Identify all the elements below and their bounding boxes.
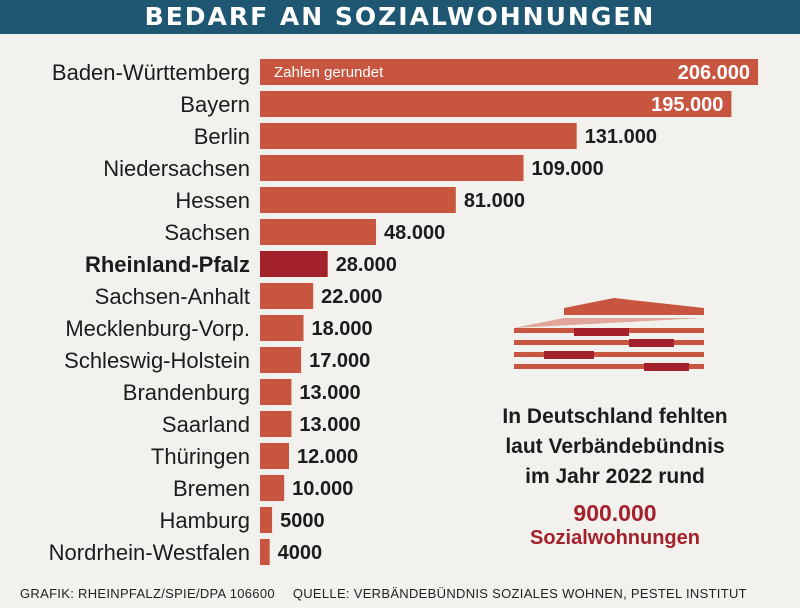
value-label: 195.000 <box>651 94 723 116</box>
category-label: Niedersachsen <box>103 156 250 181</box>
value-label: 22.000 <box>321 286 382 308</box>
value-label: 13.000 <box>299 382 360 404</box>
value-label: 12.000 <box>297 446 358 468</box>
bar <box>260 155 524 181</box>
category-label: Thüringen <box>151 444 250 469</box>
value-label: 13.000 <box>299 414 360 436</box>
footer: GRAFIK: RHEINPFALZ/SPIE/DPA 106600 QUELL… <box>20 586 790 601</box>
bar <box>260 475 285 501</box>
value-label: 131.000 <box>585 126 657 148</box>
value-label: 17.000 <box>309 350 370 372</box>
info-unit: Sozialwohnungen <box>530 527 700 549</box>
value-label: 4000 <box>278 542 323 564</box>
chart-title: BEDARF AN SOZIALWOHNUNGEN <box>0 0 800 34</box>
bar <box>260 187 456 213</box>
bar <box>260 91 732 117</box>
bar <box>260 507 273 533</box>
value-label: 18.000 <box>312 318 373 340</box>
value-label: 48.000 <box>384 222 445 244</box>
category-label: Bayern <box>180 92 250 117</box>
footer-source: QUELLE: VERBÄNDEBÜNDNIS SOZIALES WOHNEN,… <box>292 586 747 601</box>
info-box: In Deutschland fehlten laut Verbändebünd… <box>480 402 750 550</box>
bar <box>260 59 758 85</box>
category-label: Sachsen-Anhalt <box>95 284 250 309</box>
bar <box>260 347 302 373</box>
category-label: Berlin <box>194 124 250 149</box>
category-label: Baden-Württemberg <box>52 60 250 85</box>
category-label: Rheinland-Pfalz <box>85 252 250 277</box>
bar <box>260 443 290 469</box>
info-text: In Deutschland fehlten laut Verbändebünd… <box>480 402 750 492</box>
info-total: 900.000 <box>573 500 657 526</box>
category-label: Hamburg <box>160 508 250 533</box>
category-label: Brandenburg <box>123 380 250 405</box>
bar <box>260 251 328 277</box>
category-label: Saarland <box>162 412 250 437</box>
info-line: In Deutschland fehlten <box>502 405 728 428</box>
value-label: 28.000 <box>336 254 397 276</box>
category-label: Bremen <box>173 476 250 501</box>
bar <box>260 123 577 149</box>
info-line: im Jahr 2022 rund <box>525 465 705 488</box>
value-label: 5000 <box>280 510 325 532</box>
bar <box>260 283 314 309</box>
rounding-note: Zahlen gerundet <box>274 64 384 81</box>
value-label: 10.000 <box>292 478 353 500</box>
category-label: Sachsen <box>164 220 250 245</box>
category-label: Nordrhein-Westfalen <box>49 540 250 565</box>
bar <box>260 315 304 341</box>
category-label: Hessen <box>175 188 250 213</box>
category-label: Mecklenburg-Vorp. <box>65 316 250 341</box>
footer-credit: GRAFIK: RHEINPFALZ/SPIE/DPA 106600 <box>20 586 275 601</box>
info-line: laut Verbändebündnis <box>505 435 725 458</box>
category-label: Schleswig-Holstein <box>64 348 250 373</box>
value-label: 109.000 <box>532 158 604 180</box>
value-label: 206.000 <box>678 62 750 84</box>
building-icon <box>514 298 704 371</box>
bar <box>260 379 292 405</box>
bar <box>260 411 292 437</box>
bar <box>260 539 270 565</box>
value-label: 81.000 <box>464 190 525 212</box>
bar <box>260 219 377 245</box>
bar-chart: Baden-Württemberg 206.000 Bayern 195.000 Ber… <box>49 59 758 565</box>
